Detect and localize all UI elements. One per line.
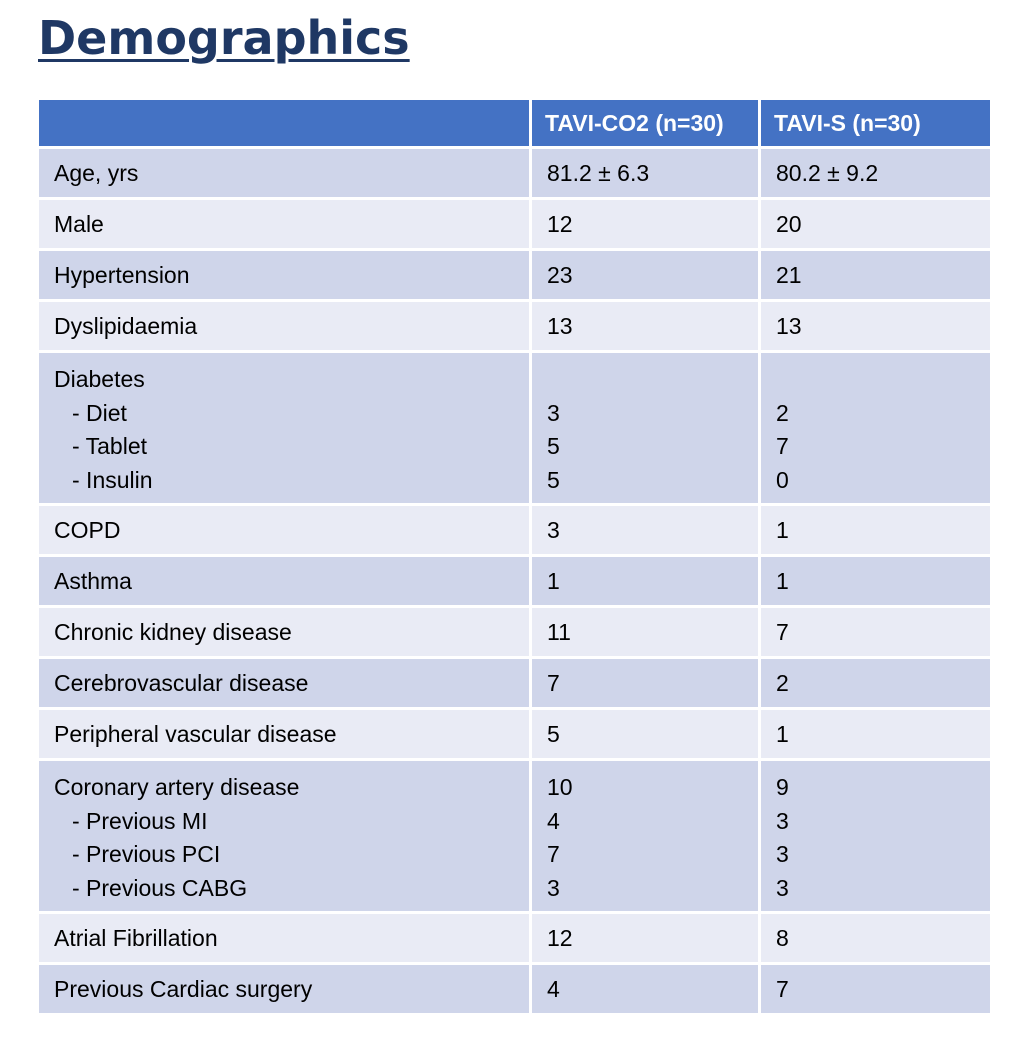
row-label: Age, yrs bbox=[36, 146, 532, 200]
tavi-s-value-group: 9 3 3 3 bbox=[758, 758, 993, 914]
row-label-group: Diabetes - Diet - Tablet - Insulin bbox=[36, 350, 532, 506]
tavi-co2-value: 5 bbox=[547, 466, 560, 493]
tavi-co2-value: 10 bbox=[547, 774, 573, 800]
row-label: Chronic kidney disease bbox=[36, 605, 532, 659]
tavi-co2-value-group: 3 5 5 bbox=[529, 350, 761, 506]
header-variable bbox=[36, 97, 532, 149]
tavi-s-value: 3 bbox=[776, 874, 789, 901]
row-label: COPD bbox=[36, 503, 532, 557]
table-row: Hypertension 23 21 bbox=[36, 248, 993, 302]
sub-row-label: - Previous CABG bbox=[72, 874, 248, 901]
tavi-s-value: 8 bbox=[758, 911, 993, 965]
table-row: Asthma 1 1 bbox=[36, 554, 993, 608]
tavi-co2-value: 7 bbox=[547, 841, 560, 867]
row-label: Cerebrovascular disease bbox=[36, 656, 532, 710]
tavi-co2-value: 12 bbox=[529, 197, 761, 251]
tavi-s-value: 1 bbox=[758, 554, 993, 608]
row-label: Dyslipidaemia bbox=[36, 299, 532, 353]
tavi-s-value bbox=[776, 363, 975, 397]
tavi-s-value: 3 bbox=[776, 841, 789, 867]
tavi-s-value-group: 2 7 0 bbox=[758, 350, 993, 506]
row-label: Atrial Fibrillation bbox=[36, 911, 532, 965]
row-label: Diabetes bbox=[54, 366, 145, 392]
demographics-table: TAVI-CO2 (n=30) TAVI-S (n=30) Age, yrs 8… bbox=[36, 97, 993, 1016]
row-label: Hypertension bbox=[36, 248, 532, 302]
sub-row-label: - Previous MI bbox=[72, 807, 208, 834]
table-row: Chronic kidney disease 11 7 bbox=[36, 605, 993, 659]
tavi-s-value: 1 bbox=[758, 503, 993, 557]
tavi-co2-value: 3 bbox=[547, 399, 560, 426]
tavi-s-value: 3 bbox=[776, 807, 789, 834]
table-row: Male 12 20 bbox=[36, 197, 993, 251]
row-label: Asthma bbox=[36, 554, 532, 608]
row-label: Coronary artery disease bbox=[54, 774, 300, 800]
table-row: Peripheral vascular disease 5 1 bbox=[36, 707, 993, 761]
sub-row-label: - Tablet bbox=[72, 433, 148, 459]
tavi-s-value: 13 bbox=[758, 299, 993, 353]
tavi-s-value: 2 bbox=[758, 656, 993, 710]
sub-row-label: - Previous PCI bbox=[72, 841, 221, 867]
table-row: COPD 3 1 bbox=[36, 503, 993, 557]
table-row: Atrial Fibrillation 12 8 bbox=[36, 911, 993, 965]
table-row: Dyslipidaemia 13 13 bbox=[36, 299, 993, 353]
row-label: Male bbox=[36, 197, 532, 251]
sub-row-label: - Insulin bbox=[72, 466, 153, 493]
tavi-co2-value: 12 bbox=[529, 911, 761, 965]
header-tavi-s: TAVI-S (n=30) bbox=[758, 97, 993, 149]
tavi-s-value: 9 bbox=[776, 774, 789, 800]
tavi-s-value: 1 bbox=[758, 707, 993, 761]
tavi-co2-value: 7 bbox=[529, 656, 761, 710]
table-row: Cerebrovascular disease 7 2 bbox=[36, 656, 993, 710]
tavi-s-value: 21 bbox=[758, 248, 993, 302]
tavi-s-value: 2 bbox=[776, 399, 789, 426]
sub-row-label: - Diet bbox=[72, 399, 127, 426]
tavi-co2-value: 3 bbox=[547, 874, 560, 901]
tavi-co2-value: 5 bbox=[547, 433, 560, 459]
table-row: Age, yrs 81.2 ± 6.3 80.2 ± 9.2 bbox=[36, 146, 993, 200]
tavi-co2-value bbox=[547, 363, 743, 397]
table-row: Previous Cardiac surgery 4 7 bbox=[36, 962, 993, 1016]
tavi-co2-value: 4 bbox=[529, 962, 761, 1016]
tavi-s-value: 0 bbox=[776, 466, 789, 493]
tavi-co2-value: 13 bbox=[529, 299, 761, 353]
row-label-group: Coronary artery disease - Previous MI - … bbox=[36, 758, 532, 914]
tavi-s-value: 7 bbox=[758, 962, 993, 1016]
tavi-s-value: 80.2 ± 9.2 bbox=[758, 146, 993, 200]
header-tavi-co2: TAVI-CO2 (n=30) bbox=[529, 97, 761, 149]
tavi-co2-value-group: 10 4 7 3 bbox=[529, 758, 761, 914]
tavi-co2-value: 3 bbox=[529, 503, 761, 557]
row-label: Previous Cardiac surgery bbox=[36, 962, 532, 1016]
page-title: Demographics bbox=[38, 11, 410, 65]
row-label: Peripheral vascular disease bbox=[36, 707, 532, 761]
tavi-s-value: 7 bbox=[758, 605, 993, 659]
tavi-s-value: 20 bbox=[758, 197, 993, 251]
tavi-s-value: 7 bbox=[776, 433, 789, 459]
tavi-co2-value: 5 bbox=[529, 707, 761, 761]
tavi-co2-value: 23 bbox=[529, 248, 761, 302]
tavi-co2-value: 81.2 ± 6.3 bbox=[529, 146, 761, 200]
tavi-co2-value: 1 bbox=[529, 554, 761, 608]
table-row: Diabetes - Diet - Tablet - Insulin 3 5 5… bbox=[36, 350, 993, 506]
table-header-row: TAVI-CO2 (n=30) TAVI-S (n=30) bbox=[36, 97, 993, 149]
tavi-co2-value: 11 bbox=[529, 605, 761, 659]
table-row: Coronary artery disease - Previous MI - … bbox=[36, 758, 993, 914]
tavi-co2-value: 4 bbox=[547, 807, 560, 834]
